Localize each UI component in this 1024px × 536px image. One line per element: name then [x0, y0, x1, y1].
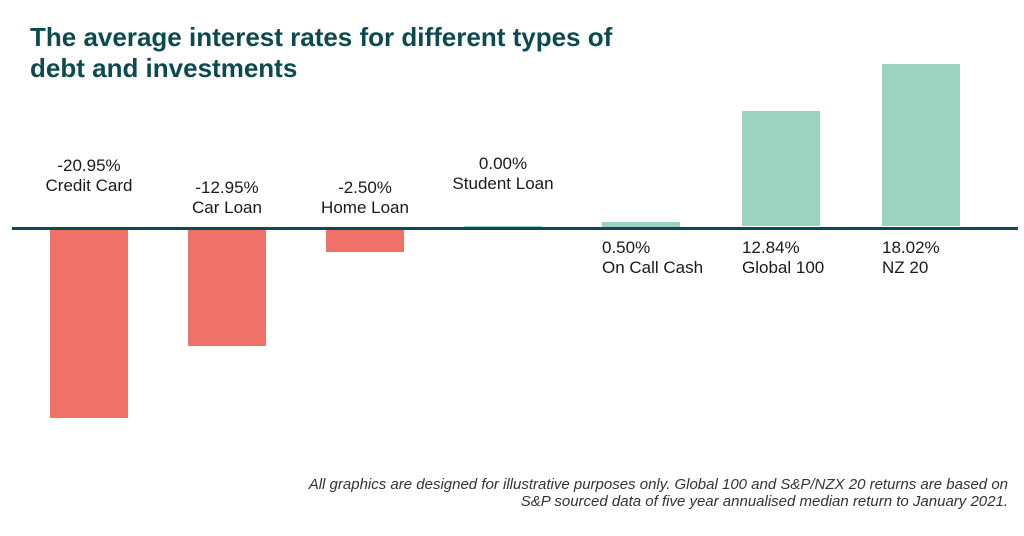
bar-name: Credit Card: [19, 176, 159, 196]
bar-name: On Call Cash: [602, 258, 742, 278]
bar-name: Car Loan: [157, 198, 297, 218]
bar-label: 0.00%Student Loan: [433, 154, 573, 194]
bar-name: NZ 20: [882, 258, 1022, 278]
bar-pct: -12.95%: [157, 178, 297, 198]
bar-pct: 0.50%: [602, 238, 742, 258]
bar: [464, 226, 542, 227]
bar-label: -2.50%Home Loan: [295, 178, 435, 218]
chart-canvas: The average interest rates for different…: [0, 0, 1024, 536]
bar-name: Global 100: [742, 258, 882, 278]
bar: [50, 230, 128, 419]
x-axis: [12, 227, 1018, 230]
bar-name: Home Loan: [295, 198, 435, 218]
bar-label: 0.50%On Call Cash: [602, 238, 742, 278]
bar: [602, 222, 680, 227]
bar-label: 18.02%NZ 20: [882, 238, 1022, 278]
bar: [326, 230, 404, 253]
chart-footnote: All graphics are designed for illustrati…: [288, 476, 1008, 510]
bar: [882, 64, 960, 226]
bar: [188, 230, 266, 347]
bar-name: Student Loan: [433, 174, 573, 194]
bar-pct: 12.84%: [742, 238, 882, 258]
bar-pct: -2.50%: [295, 178, 435, 198]
bar: [742, 111, 820, 227]
bar-label: -12.95%Car Loan: [157, 178, 297, 218]
bar-pct: -20.95%: [19, 156, 159, 176]
bar-pct: 0.00%: [433, 154, 573, 174]
chart-title: The average interest rates for different…: [30, 22, 670, 84]
bar-label: 12.84%Global 100: [742, 238, 882, 278]
bar-pct: 18.02%: [882, 238, 1022, 258]
bar-label: -20.95%Credit Card: [19, 156, 159, 196]
